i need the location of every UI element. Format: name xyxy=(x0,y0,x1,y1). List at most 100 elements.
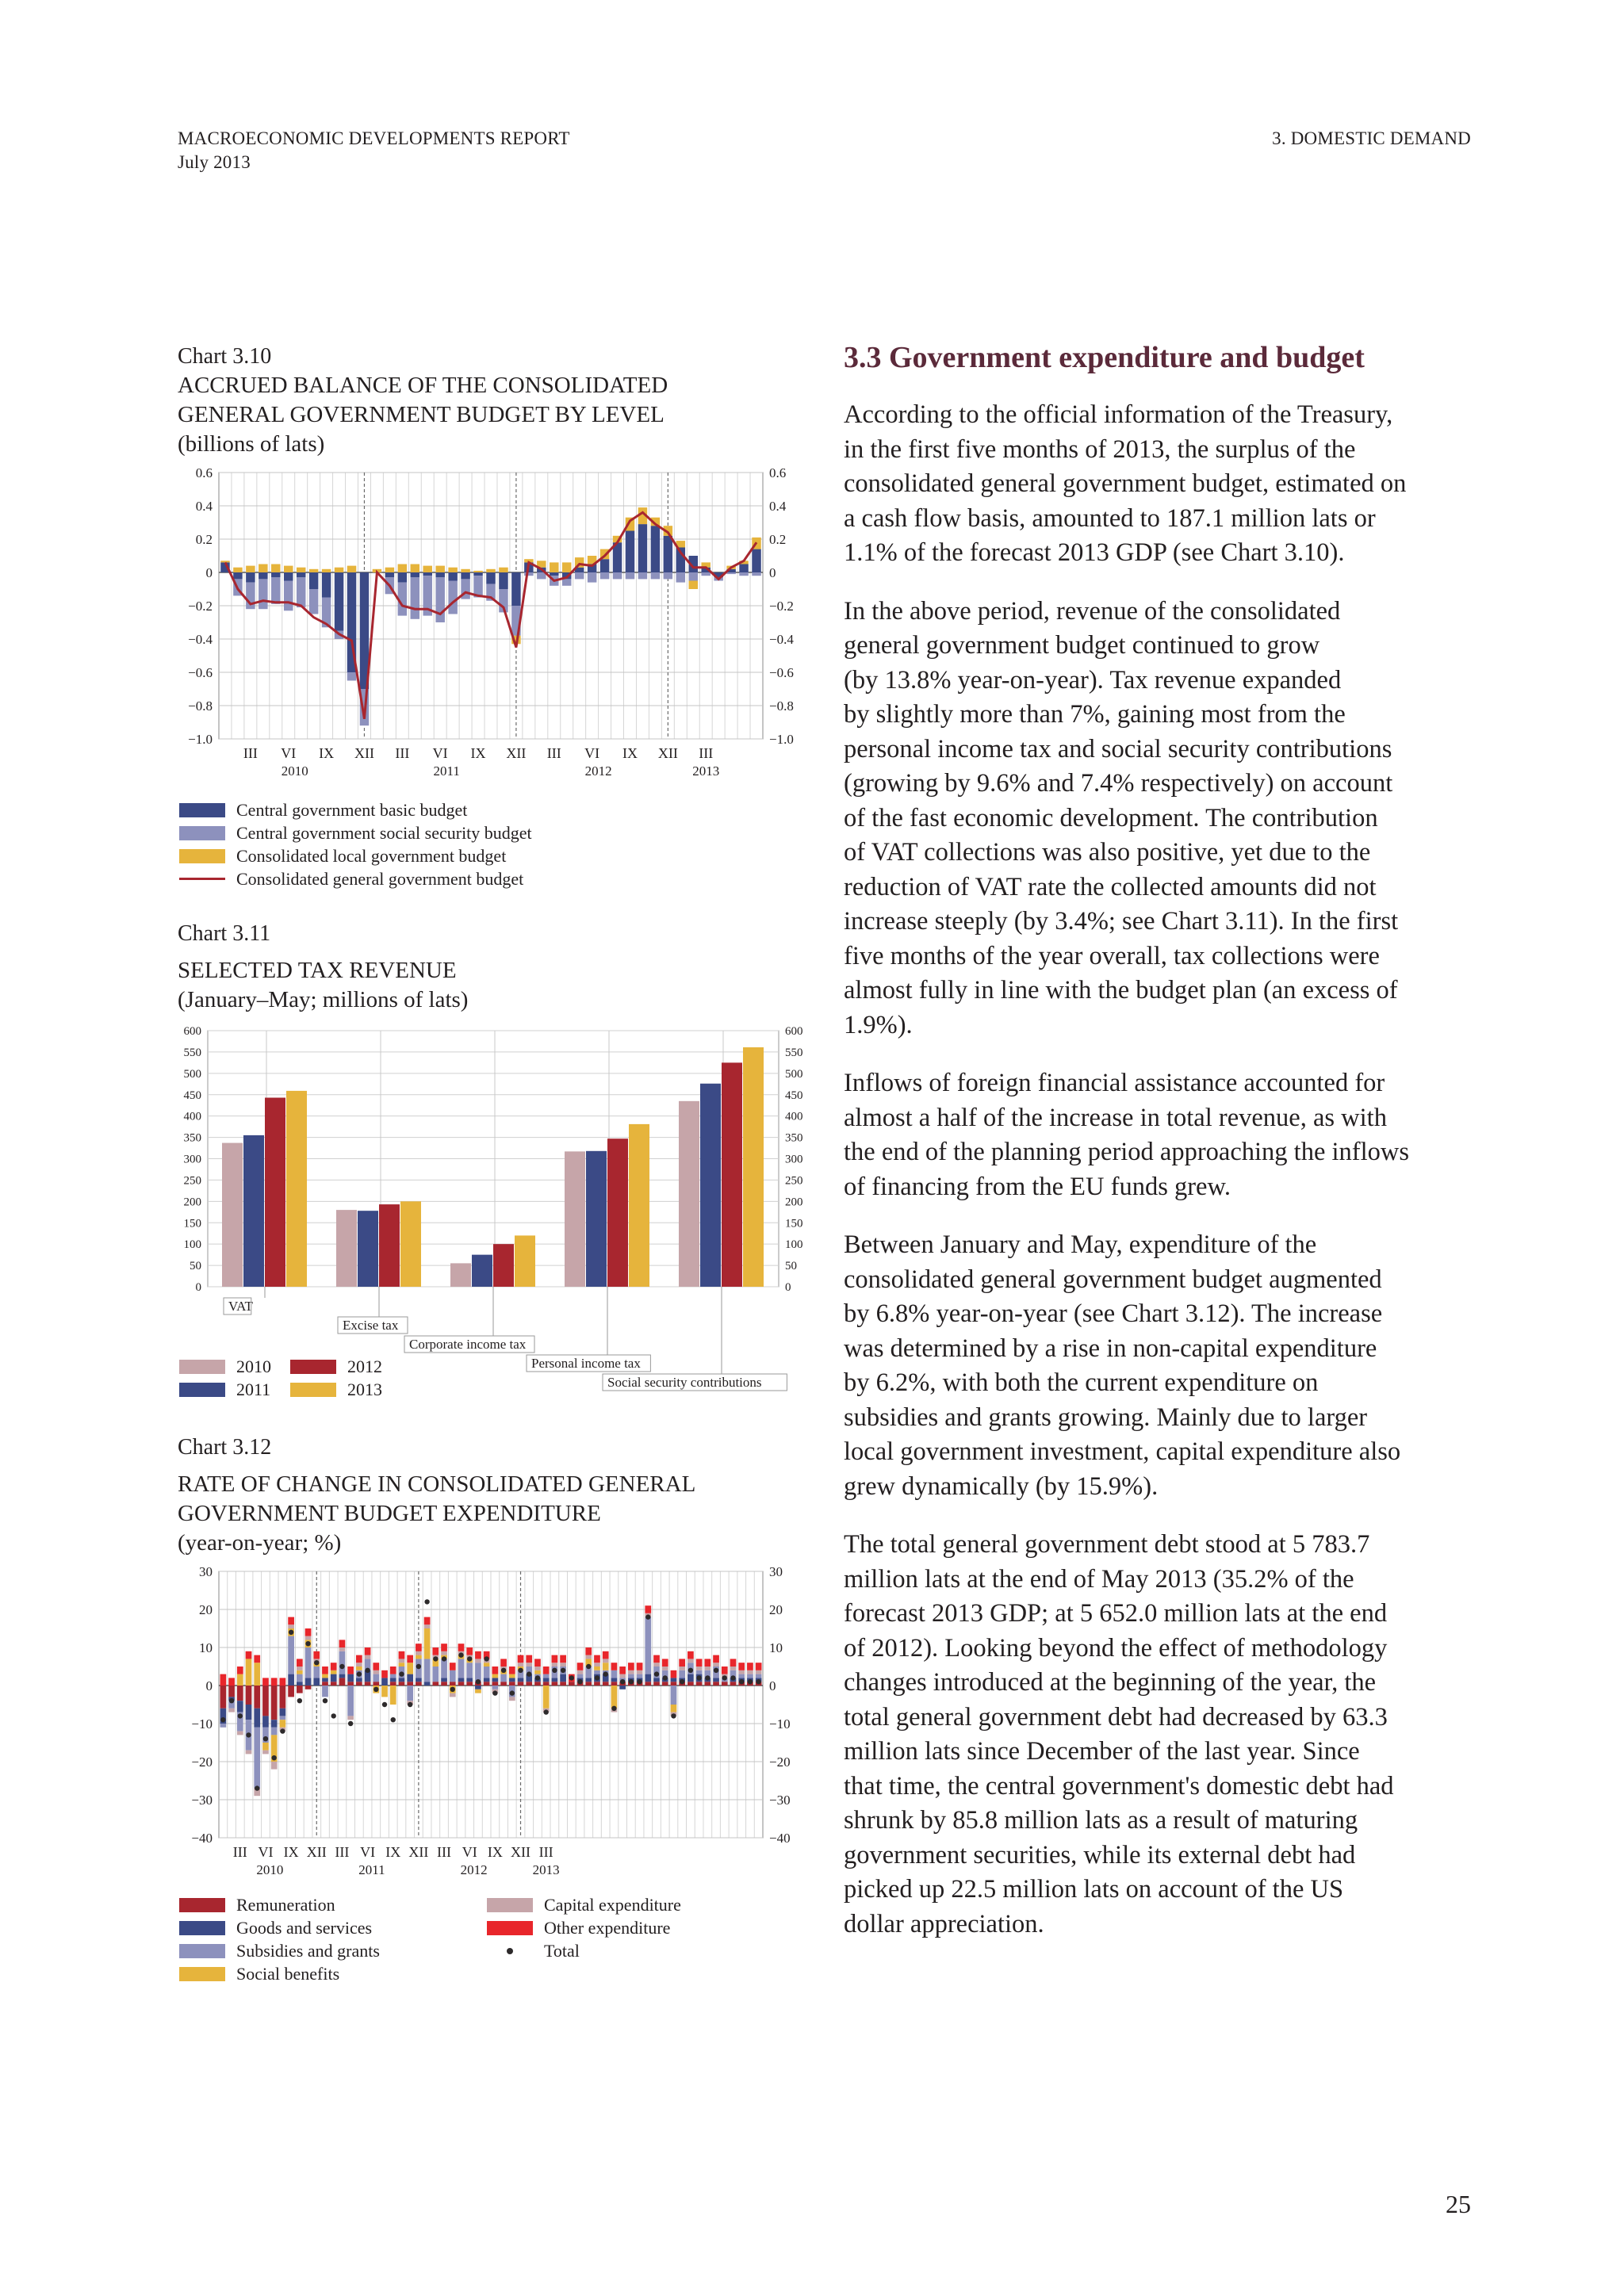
bar-segment xyxy=(587,564,597,572)
text-line: government securities, while its externa… xyxy=(844,1840,1356,1869)
bar-segment xyxy=(517,1670,524,1678)
y-tick-label-right: 0.6 xyxy=(769,465,786,480)
total-dot xyxy=(560,1667,566,1673)
bar-segment xyxy=(220,562,230,572)
bar-segment xyxy=(246,572,255,583)
bar-segment xyxy=(534,1670,541,1674)
legend-item: Central government basic budget xyxy=(179,798,532,821)
x-month-label: III xyxy=(699,745,713,761)
bar-segment xyxy=(389,1682,396,1686)
bar-segment xyxy=(650,526,661,572)
bar-segment xyxy=(730,1670,737,1678)
y-tick-label-left: 500 xyxy=(184,1068,202,1081)
bar-segment xyxy=(246,565,255,572)
bar-segment xyxy=(288,1674,294,1686)
y-tick-label-right: −40 xyxy=(769,1831,791,1846)
paragraphs: According to the official information of… xyxy=(844,398,1478,1942)
bar-segment xyxy=(254,1708,261,1728)
bar-segment xyxy=(483,1663,490,1667)
bar-segment xyxy=(653,1682,660,1686)
y-tick-label-right: 20 xyxy=(769,1602,783,1617)
legend-swatch xyxy=(487,1920,533,1935)
bar-segment xyxy=(713,1678,719,1682)
bar-segment xyxy=(511,606,521,636)
bar-segment xyxy=(486,584,496,601)
bar-segment xyxy=(670,1678,677,1682)
bar-segment xyxy=(561,562,572,572)
bar-segment xyxy=(612,542,622,572)
running-header-section: 3. DOMESTIC DEMAND xyxy=(1272,128,1471,148)
bar-segment xyxy=(638,572,648,580)
total-dot xyxy=(237,1713,243,1719)
bar-segment xyxy=(628,1670,634,1674)
text-line: by 6.8% year-on-year (see Chart 3.12). T… xyxy=(844,1299,1383,1328)
bar-segment xyxy=(670,1705,677,1712)
x-year-label: 2010 xyxy=(282,763,308,779)
bar-segment xyxy=(599,572,610,580)
bar-segment xyxy=(466,1678,473,1682)
y-tick-label-left: 300 xyxy=(184,1154,202,1166)
bar-segment xyxy=(347,1716,354,1720)
legend-label: Central government basic budget xyxy=(236,800,468,820)
x-year-label: 2011 xyxy=(358,1862,385,1877)
legend-item: Social benefits xyxy=(179,1962,487,1985)
total-dot xyxy=(534,1675,541,1681)
y-tick-label-left: 0 xyxy=(206,565,213,580)
bar-segment xyxy=(220,1724,227,1728)
category-label-box xyxy=(404,1335,535,1353)
total-dot xyxy=(577,1679,583,1685)
bar-segment xyxy=(747,1670,753,1674)
total-dot xyxy=(645,1614,651,1620)
text-line: (by 13.8% year-on-year). Tax revenue exp… xyxy=(844,665,1342,695)
text-line: subsidies and grants growing. Mainly due… xyxy=(844,1402,1368,1432)
category-label-box xyxy=(223,1297,252,1315)
chart-3-12-legend: Remuneration Capital expenditure Goods and… xyxy=(179,1893,814,1985)
y-tick-label-left: 0.2 xyxy=(196,532,213,547)
legend-item: Total xyxy=(487,1939,795,1962)
bar-segment xyxy=(628,1674,634,1678)
bar-segment xyxy=(524,559,534,563)
text-line: general government budget continued to g… xyxy=(844,631,1320,660)
bar-segment xyxy=(364,1659,371,1670)
text-line: picked up 22.5 million lats on account o… xyxy=(844,1875,1344,1904)
bar-segment xyxy=(619,1686,626,1689)
total-dot xyxy=(228,1698,235,1704)
bar-segment xyxy=(296,577,306,608)
total-dot xyxy=(314,1660,320,1666)
bar-segment xyxy=(397,582,408,616)
bar-segment xyxy=(695,1670,703,1674)
bar-segment xyxy=(574,572,584,580)
bar-segment xyxy=(713,1682,719,1686)
text-line: almost a half of the increase in total r… xyxy=(844,1103,1387,1132)
y-tick-label-right: −0.6 xyxy=(769,665,794,680)
legend-label: Capital expenditure xyxy=(544,1895,681,1915)
bar-segment xyxy=(619,1674,626,1678)
total-dot xyxy=(594,1675,600,1681)
bar-segment xyxy=(458,1644,465,1651)
bar-segment xyxy=(576,1670,584,1674)
bar xyxy=(286,1090,307,1287)
bar-segment xyxy=(347,572,357,672)
bar-segment xyxy=(364,1682,371,1686)
bar-segment xyxy=(695,1659,703,1667)
text-line: Between January and May, expenditure of … xyxy=(844,1230,1317,1259)
bar-segment xyxy=(313,1667,320,1678)
bar-segment xyxy=(296,1667,303,1670)
bar-segment xyxy=(435,577,445,622)
bar-segment xyxy=(585,1647,592,1655)
bar-segment xyxy=(611,1682,618,1686)
legend-label: 2010 xyxy=(236,1357,271,1376)
bar-segment xyxy=(321,597,331,628)
bar-segment xyxy=(486,568,496,572)
bar-segment xyxy=(726,568,736,572)
bar-segment xyxy=(461,579,470,599)
bar-segment xyxy=(339,1651,346,1674)
bar-segment xyxy=(576,1663,584,1670)
bar-segment xyxy=(416,1644,422,1651)
bar-segment xyxy=(304,1686,312,1689)
legend-swatch xyxy=(487,1944,533,1958)
total-dot xyxy=(747,1679,753,1685)
bar-segment xyxy=(661,1670,668,1678)
bar-segment xyxy=(739,572,749,576)
bar-segment xyxy=(611,1686,618,1709)
